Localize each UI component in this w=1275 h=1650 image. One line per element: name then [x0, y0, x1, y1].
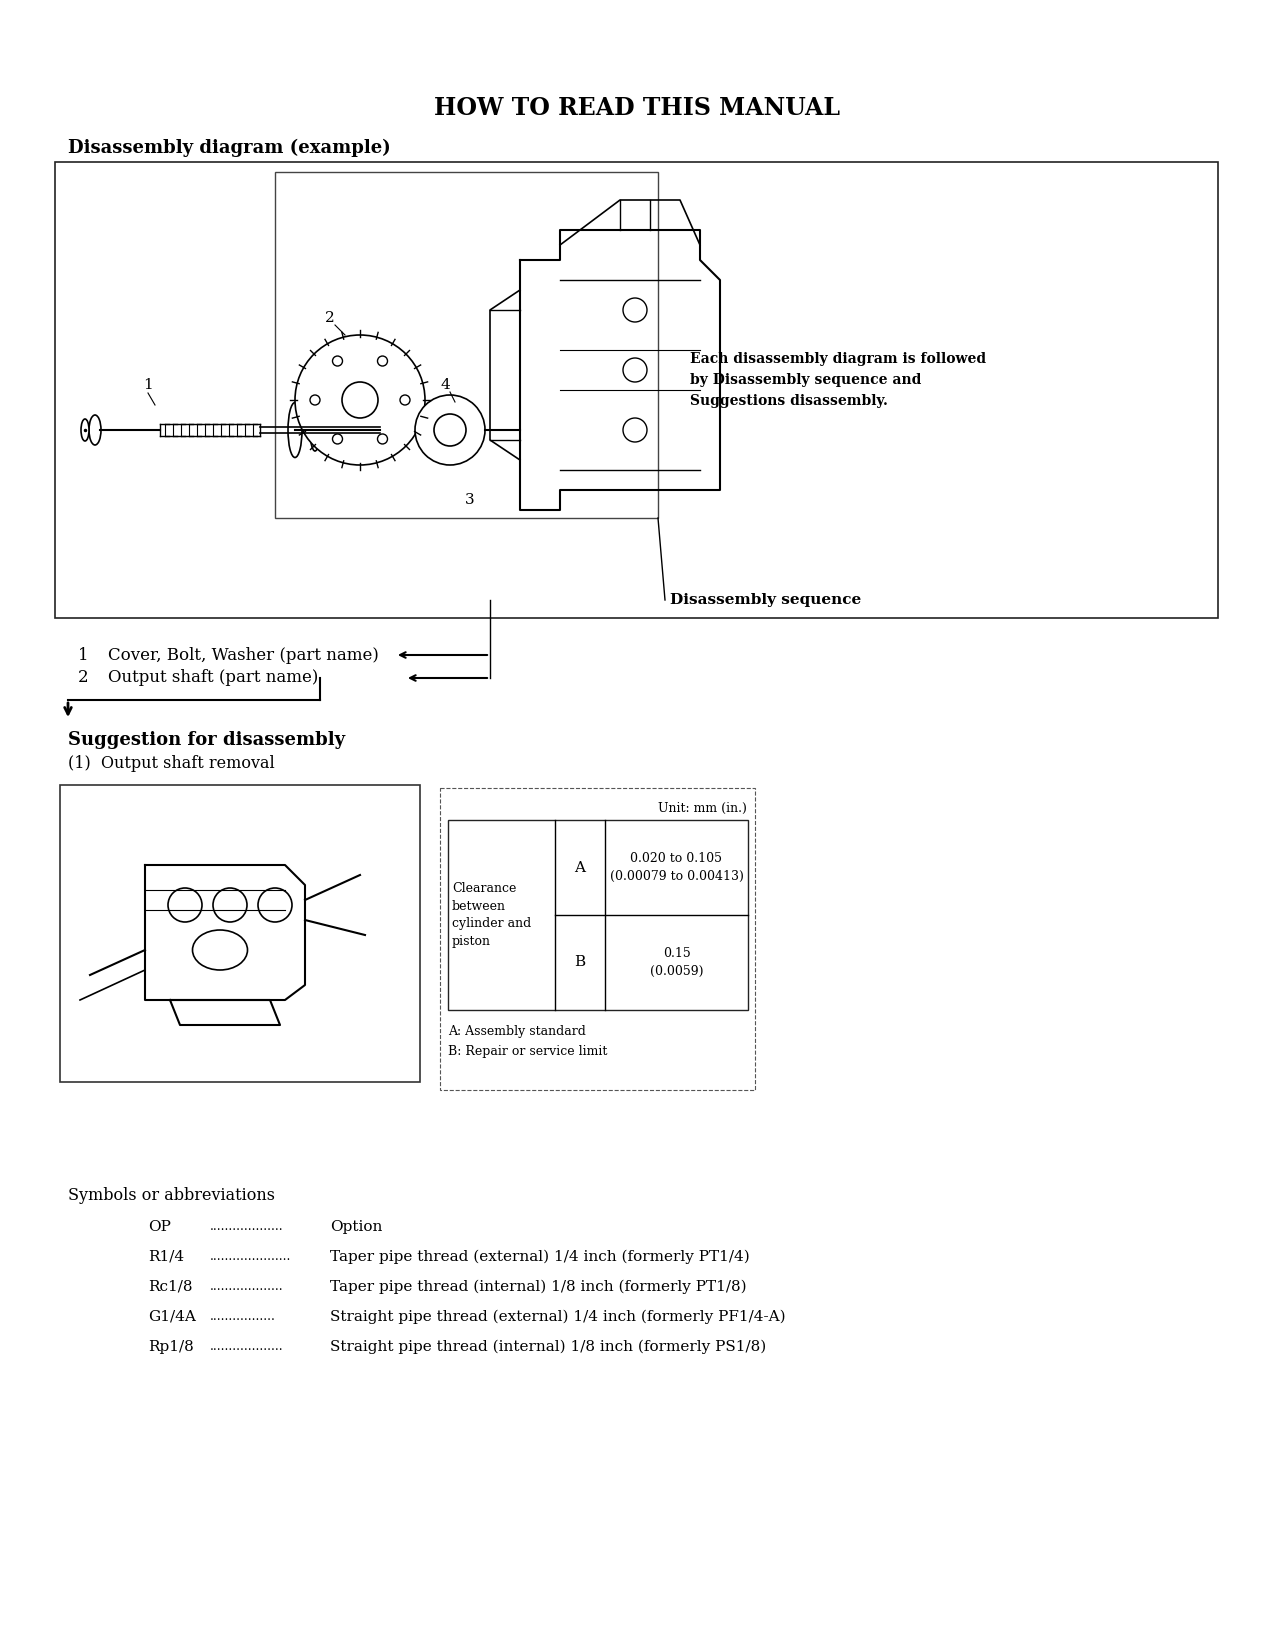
Text: ...................: ................... — [210, 1340, 283, 1353]
Ellipse shape — [193, 931, 247, 970]
Bar — [60, 785, 419, 1082]
Text: 0.15
(0.0059): 0.15 (0.0059) — [650, 947, 704, 978]
Circle shape — [333, 434, 343, 444]
Circle shape — [258, 888, 292, 922]
Text: B: Repair or service limit: B: Repair or service limit — [448, 1046, 607, 1059]
Circle shape — [342, 383, 377, 417]
Text: A: A — [575, 861, 585, 875]
Circle shape — [295, 335, 425, 465]
Text: OP: OP — [148, 1219, 171, 1234]
Circle shape — [623, 417, 646, 442]
Ellipse shape — [310, 409, 320, 450]
Text: Disassembly diagram (example): Disassembly diagram (example) — [68, 139, 390, 157]
Text: 2: 2 — [78, 670, 89, 686]
Ellipse shape — [82, 419, 89, 441]
Text: A: Assembly standard: A: Assembly standard — [448, 1026, 586, 1038]
Text: .................: ................. — [210, 1310, 275, 1323]
Text: Unit: mm (in.): Unit: mm (in.) — [658, 802, 747, 815]
Text: Option: Option — [330, 1219, 382, 1234]
Circle shape — [310, 394, 320, 404]
Bar — [275, 172, 658, 518]
Bar — [448, 820, 748, 1010]
Text: Symbols or abbreviations: Symbols or abbreviations — [68, 1186, 275, 1203]
Text: Suggestion for disassembly: Suggestion for disassembly — [68, 731, 346, 749]
Ellipse shape — [288, 403, 302, 457]
Text: 4: 4 — [440, 378, 450, 393]
Bar — [440, 789, 755, 1091]
Polygon shape — [145, 865, 305, 1000]
Text: ...................: ................... — [210, 1221, 283, 1234]
Text: 1: 1 — [143, 378, 153, 393]
Text: Clearance
between
cylinder and
piston: Clearance between cylinder and piston — [453, 881, 532, 949]
Text: .....................: ..................... — [210, 1251, 292, 1264]
Circle shape — [623, 299, 646, 322]
Text: Output shaft (part name): Output shaft (part name) — [108, 670, 319, 686]
Text: Straight pipe thread (external) 1/4 inch (formerly PF1/4-A): Straight pipe thread (external) 1/4 inch… — [330, 1310, 785, 1325]
Text: Disassembly sequence: Disassembly sequence — [669, 592, 861, 607]
Text: 0.020 to 0.105
(0.00079 to 0.00413): 0.020 to 0.105 (0.00079 to 0.00413) — [609, 851, 743, 883]
Circle shape — [168, 888, 201, 922]
Text: Taper pipe thread (external) 1/4 inch (formerly PT1/4): Taper pipe thread (external) 1/4 inch (f… — [330, 1249, 750, 1264]
Text: 3: 3 — [465, 493, 474, 507]
Circle shape — [434, 414, 465, 446]
Circle shape — [623, 358, 646, 383]
Circle shape — [377, 434, 388, 444]
Text: Straight pipe thread (internal) 1/8 inch (formerly PS1/8): Straight pipe thread (internal) 1/8 inch… — [330, 1340, 766, 1355]
Circle shape — [400, 394, 411, 404]
Text: B: B — [575, 955, 585, 970]
Text: 2: 2 — [325, 310, 335, 325]
Circle shape — [377, 356, 388, 366]
Text: G1/4A: G1/4A — [148, 1310, 196, 1323]
Circle shape — [333, 356, 343, 366]
Text: ...................: ................... — [210, 1280, 283, 1294]
Ellipse shape — [89, 416, 101, 446]
Text: Rp1/8: Rp1/8 — [148, 1340, 194, 1355]
Circle shape — [414, 394, 484, 465]
Text: R1/4: R1/4 — [148, 1251, 184, 1264]
Circle shape — [213, 888, 247, 922]
Text: Each disassembly diagram is followed
by Disassembly sequence and
Suggestions dis: Each disassembly diagram is followed by … — [690, 353, 986, 408]
Text: 1: 1 — [78, 647, 89, 663]
Bar — [55, 162, 1218, 619]
Text: Cover, Bolt, Washer (part name): Cover, Bolt, Washer (part name) — [108, 647, 379, 663]
Text: (1)  Output shaft removal: (1) Output shaft removal — [68, 754, 274, 772]
Text: Taper pipe thread (internal) 1/8 inch (formerly PT1/8): Taper pipe thread (internal) 1/8 inch (f… — [330, 1280, 747, 1294]
Text: HOW TO READ THIS MANUAL: HOW TO READ THIS MANUAL — [434, 96, 840, 120]
Text: Rc1/8: Rc1/8 — [148, 1280, 193, 1294]
